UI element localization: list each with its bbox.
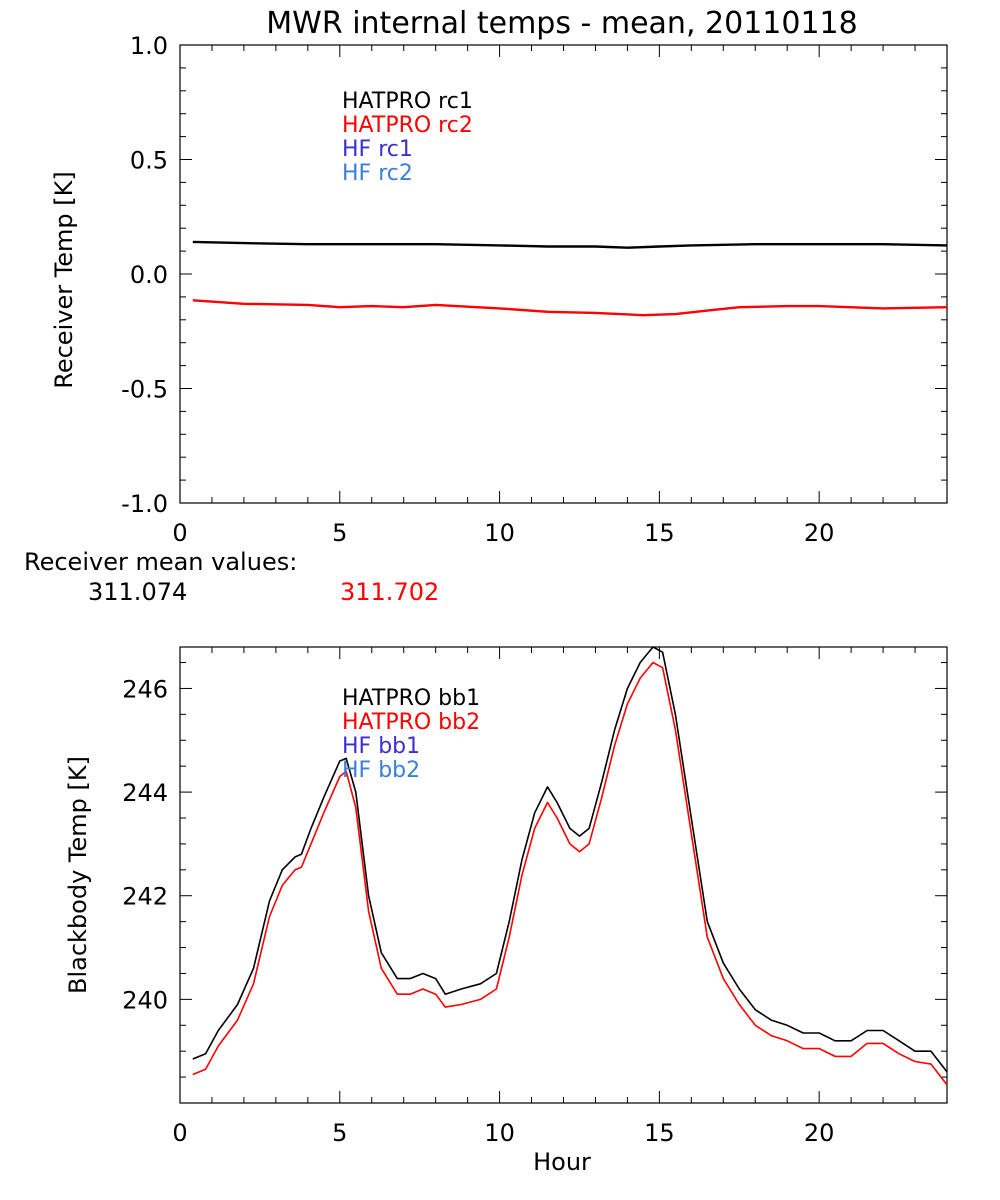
y-tick-label: 0.5: [130, 147, 168, 175]
plot-frame-bottom: [179, 646, 948, 1104]
legend-hatpro-rc1: HATPRO rc1: [342, 89, 473, 114]
legend-hf-rc1: HF rc1: [342, 137, 413, 162]
legend-hf-bb2: HF bb2: [342, 758, 420, 783]
top-legend: HATPRO rc1 HATPRO rc2 HF rc1 HF rc2: [342, 89, 473, 186]
y-tick-label: 0.0: [130, 261, 168, 289]
y-tick-label: 244: [122, 779, 168, 807]
y-tick-label: -1.0: [121, 490, 168, 518]
bottom-y-tick-labels: 246 244 242 240: [122, 675, 168, 1014]
y-tick-label: 242: [122, 883, 168, 911]
plot-frame-top: [179, 44, 948, 504]
x-tick-label: 10: [484, 1119, 515, 1147]
receiver-mean-label: Receiver mean values:: [24, 548, 297, 576]
x-tick-label: 0: [172, 519, 187, 547]
top-x-tick-labels: 0 5 10 15 20: [172, 519, 834, 547]
x-tick-label: 20: [804, 519, 835, 547]
bottom-legend: HATPRO bb1 HATPRO bb2 HF bb1 HF bb2: [342, 686, 480, 783]
x-tick-label: 15: [644, 1119, 675, 1147]
legend-hf-rc2: HF rc2: [342, 161, 413, 186]
bottom-tick-marks: [179, 647, 948, 1104]
series-line-hatpro-rc1: [192, 240, 948, 249]
x-tick-label: 10: [484, 519, 515, 547]
legend-hatpro-bb1: HATPRO bb1: [342, 686, 480, 711]
series-line-hatpro-rc2: [192, 299, 948, 317]
bottom-y-axis-label: Blackbody Temp [K]: [64, 756, 92, 994]
x-tick-label: 15: [644, 519, 675, 547]
legend-hatpro-bb2: HATPRO bb2: [342, 710, 480, 735]
x-tick-label: 5: [332, 1119, 347, 1147]
legend-hatpro-rc2: HATPRO rc2: [342, 113, 473, 138]
receiver-mean-value-2: 311.702: [340, 578, 439, 606]
x-tick-label: 20: [804, 1119, 835, 1147]
top-tick-marks: [179, 44, 948, 504]
legend-hf-bb1: HF bb1: [342, 734, 420, 759]
receiver-temp-panel: 0 5 10 15 20 1.0 0.5 0.0 -0.5 -1.0 Receiver Temp…: [50, 32, 948, 547]
chart-title: MWR internal temps - mean, 20110118: [266, 6, 857, 41]
bottom-x-axis-label: Hour: [533, 1148, 591, 1176]
blackbody-temp-panel: 0 5 10 15 20 246 244 242 240 Blackbody Temp [K]…: [64, 646, 948, 1176]
top-y-tick-labels: 1.0 0.5 0.0 -0.5 -1.0: [121, 32, 168, 518]
top-series: [192, 240, 948, 317]
y-tick-label: -0.5: [121, 376, 168, 404]
series-line-hatpro-bb2: [192, 661, 948, 1086]
receiver-mean-value-1: 311.074: [88, 578, 187, 606]
y-tick-label: 1.0: [130, 32, 168, 60]
series-line-hatpro-bb1: [192, 646, 948, 1073]
y-tick-label: 246: [122, 675, 168, 703]
x-tick-label: 0: [172, 1119, 187, 1147]
top-y-axis-label: Receiver Temp [K]: [50, 171, 78, 389]
bottom-x-tick-labels: 0 5 10 15 20: [172, 1119, 834, 1147]
x-tick-label: 5: [332, 519, 347, 547]
bottom-series: [192, 646, 948, 1086]
y-tick-label: 240: [122, 986, 168, 1014]
